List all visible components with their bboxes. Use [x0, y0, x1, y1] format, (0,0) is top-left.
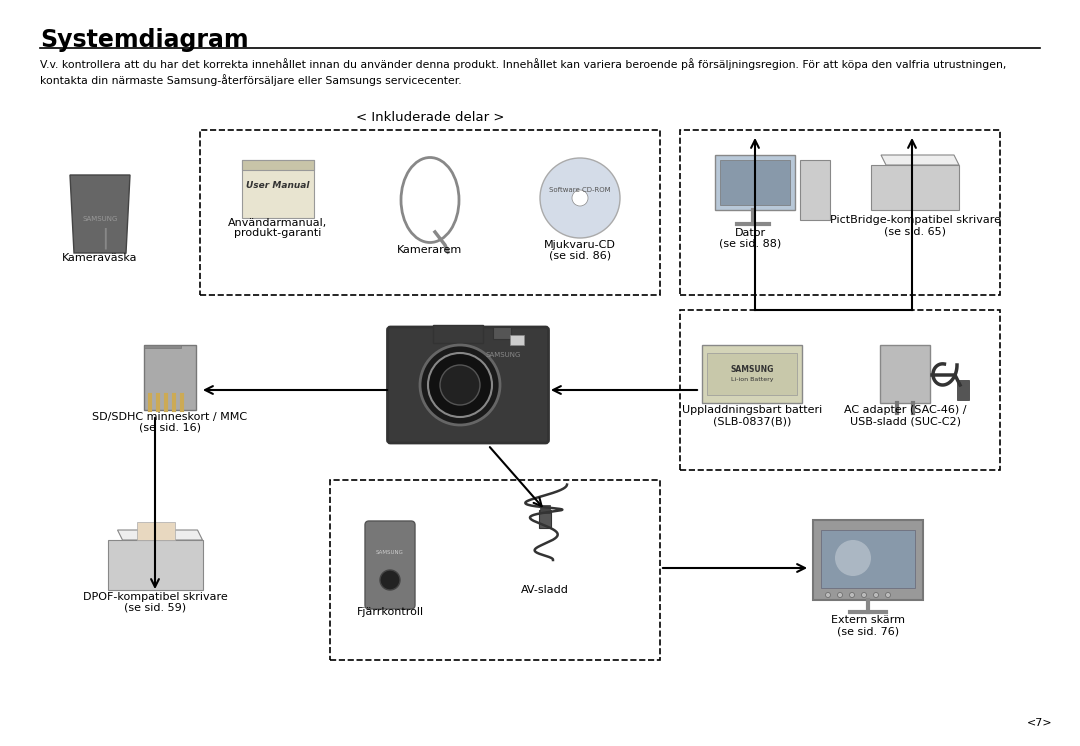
Text: User Manual: User Manual — [246, 181, 310, 189]
Bar — [330, 480, 660, 660]
Text: Software CD-ROM: Software CD-ROM — [550, 187, 611, 193]
FancyBboxPatch shape — [365, 521, 415, 609]
Text: Systemdiagram: Systemdiagram — [40, 28, 248, 52]
Polygon shape — [144, 345, 181, 348]
Bar — [108, 540, 203, 590]
Circle shape — [380, 570, 400, 590]
Text: (se sid. 16): (se sid. 16) — [139, 423, 201, 433]
Text: Mjukvaru-CD: Mjukvaru-CD — [544, 240, 616, 250]
Bar — [539, 510, 551, 528]
Bar — [492, 327, 511, 339]
Text: produkt-garanti: produkt-garanti — [234, 228, 322, 238]
Bar — [540, 505, 550, 513]
Text: (SLB-0837(B)): (SLB-0837(B)) — [713, 416, 792, 426]
Bar — [200, 130, 660, 295]
Bar — [433, 325, 483, 343]
Bar — [720, 160, 789, 205]
Text: SAMSUNG: SAMSUNG — [485, 352, 521, 358]
Circle shape — [440, 365, 480, 405]
Circle shape — [862, 592, 866, 598]
Bar — [813, 520, 923, 600]
Bar — [702, 345, 802, 403]
Text: (se sid. 76): (se sid. 76) — [837, 626, 899, 636]
Bar — [957, 380, 969, 400]
Text: Li-ion Battery: Li-ion Battery — [731, 377, 773, 383]
Bar — [680, 310, 1000, 470]
Text: |: | — [102, 228, 109, 248]
Text: Extern skärm: Extern skärm — [831, 615, 905, 625]
Circle shape — [428, 353, 492, 417]
Text: (se sid. 86): (se sid. 86) — [549, 250, 611, 260]
Bar — [680, 130, 1000, 295]
Text: USB-sladd (SUC-C2): USB-sladd (SUC-C2) — [850, 416, 960, 426]
Text: <7>: <7> — [1027, 718, 1053, 728]
Bar — [715, 155, 795, 210]
Polygon shape — [70, 175, 130, 253]
Text: PictBridge-kompatibel skrivare: PictBridge-kompatibel skrivare — [829, 215, 1000, 225]
Text: (se sid. 88): (se sid. 88) — [719, 238, 781, 248]
Text: (se sid. 65): (se sid. 65) — [885, 226, 946, 236]
Text: < Inkluderade delar >: < Inkluderade delar > — [355, 111, 504, 124]
Bar — [510, 335, 524, 345]
Text: Kameraväska: Kameraväska — [63, 253, 138, 263]
Bar — [870, 165, 959, 210]
Text: SD/SDHC minneskort / MMC: SD/SDHC minneskort / MMC — [93, 412, 247, 422]
Bar — [144, 345, 195, 410]
Text: kontakta din närmaste Samsung-återförsäljare eller Samsungs servicecenter.: kontakta din närmaste Samsung-återförsäl… — [40, 74, 461, 86]
Polygon shape — [881, 155, 959, 165]
Text: V.v. kontrollera att du har det korrekta innehållet innan du använder denna prod: V.v. kontrollera att du har det korrekta… — [40, 58, 1007, 70]
Circle shape — [850, 592, 854, 598]
Text: DPOF-kompatibel skrivare: DPOF-kompatibel skrivare — [83, 592, 228, 602]
Polygon shape — [118, 530, 203, 540]
Text: (se sid. 59): (se sid. 59) — [124, 603, 186, 613]
Circle shape — [572, 190, 588, 206]
Text: SAMSUNG: SAMSUNG — [82, 216, 118, 222]
Circle shape — [835, 540, 870, 576]
Text: Dator: Dator — [734, 228, 766, 238]
Text: AV-sladd: AV-sladd — [521, 585, 569, 595]
Bar — [707, 353, 797, 395]
Circle shape — [420, 345, 500, 425]
FancyBboxPatch shape — [388, 327, 549, 443]
Text: SAMSUNG: SAMSUNG — [730, 366, 773, 374]
Bar — [242, 160, 314, 218]
Bar — [137, 522, 175, 540]
Bar — [800, 160, 831, 220]
Text: AC adapter (SAC-46) /: AC adapter (SAC-46) / — [843, 405, 967, 415]
Text: Uppladdningsbart batteri: Uppladdningsbart batteri — [681, 405, 822, 415]
Circle shape — [825, 592, 831, 598]
Bar — [242, 160, 314, 170]
Bar — [880, 345, 930, 403]
Circle shape — [874, 592, 878, 598]
Circle shape — [886, 592, 891, 598]
Text: Användarmanual,: Användarmanual, — [228, 218, 327, 228]
Circle shape — [837, 592, 842, 598]
Bar — [821, 530, 915, 588]
Text: Kamerarem: Kamerarem — [397, 245, 462, 255]
Text: Fjärrkontroll: Fjärrkontroll — [356, 607, 423, 617]
Circle shape — [540, 158, 620, 238]
Text: SAMSUNG: SAMSUNG — [376, 551, 404, 556]
